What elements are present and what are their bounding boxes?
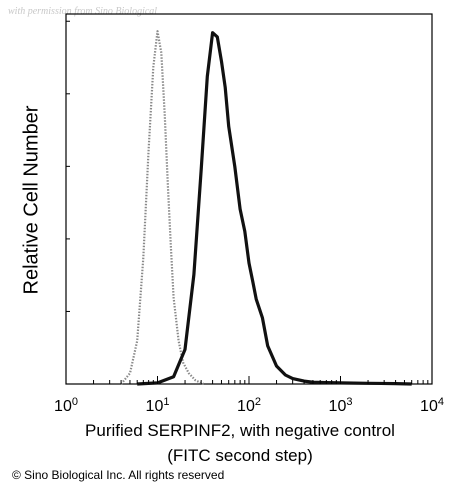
- x-axis-sublabel: (FITC second step): [167, 446, 313, 465]
- copyright-text: © Sino Biological Inc. All rights reserv…: [12, 468, 225, 482]
- watermark-text: with permission from Sino Biological: [8, 6, 158, 17]
- tick-marks: [65, 20, 429, 384]
- y-axis-label: Relative Cell Number: [20, 105, 43, 295]
- x-axis-label: Purified SERPINF2, with negative control: [85, 421, 395, 440]
- serpinf2-line: [137, 31, 412, 386]
- series-layer: [120, 30, 412, 386]
- x-tick-label: 101: [145, 396, 170, 415]
- x-tick-label: 104: [420, 396, 444, 415]
- x-tick-label: 102: [237, 396, 261, 415]
- x-tick-label: 103: [328, 396, 353, 415]
- plot-border: [65, 13, 433, 385]
- negative-control-line: [120, 30, 205, 386]
- x-tick-label: 100: [54, 396, 78, 415]
- plot-frame: [65, 13, 433, 385]
